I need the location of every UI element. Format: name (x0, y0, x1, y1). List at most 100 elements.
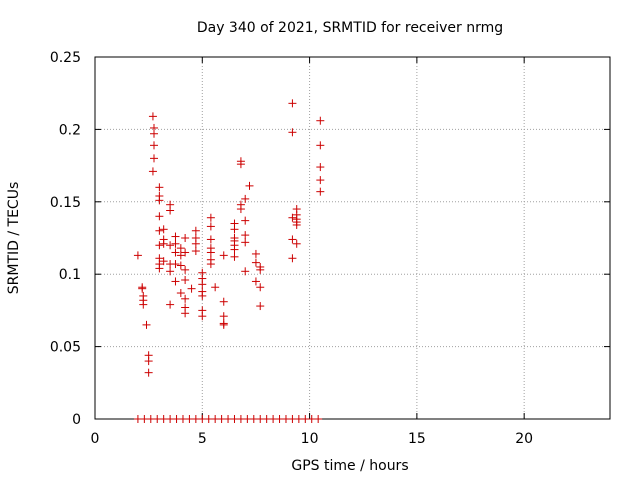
data-point (316, 176, 325, 185)
axis-ticks (94, 56, 610, 420)
data-point (241, 231, 250, 240)
data-point (187, 284, 196, 293)
x-tick-label: 20 (515, 431, 533, 447)
data-point (181, 275, 190, 284)
x-tick-label: 5 (198, 431, 207, 447)
data-point (236, 160, 245, 169)
data-point (292, 239, 301, 248)
data-point (288, 254, 297, 263)
plot-frame (94, 56, 611, 420)
data-point (288, 235, 297, 244)
data-point (288, 213, 297, 222)
y-tick-label: 0.15 (50, 195, 81, 211)
data-point (171, 260, 180, 269)
y-tick-label: 0.1 (59, 267, 81, 283)
data-point (181, 294, 190, 303)
data-point (206, 235, 215, 244)
data-point (181, 248, 190, 257)
data-point (133, 251, 142, 260)
data-point (155, 226, 164, 235)
data-point (171, 277, 180, 286)
grid-lines (95, 57, 610, 419)
data-point (241, 267, 250, 276)
data-point (219, 251, 228, 260)
data-point (316, 187, 325, 196)
x-axis-label: GPS time / hours (291, 458, 408, 474)
data-point (171, 248, 180, 257)
data-point (241, 194, 250, 203)
data-point (314, 415, 323, 423)
data-point (159, 257, 168, 266)
data-point (148, 112, 157, 121)
data-point (316, 116, 325, 125)
data-point (219, 320, 228, 329)
y-tick-labels: 0 0.05 0.1 0.15 0.2 0.25 (50, 50, 81, 428)
data-point (191, 226, 200, 235)
data-point (171, 239, 180, 248)
y-tick-label: 0 (72, 412, 81, 428)
data-point (155, 196, 164, 205)
data-point (251, 258, 260, 267)
data-point (230, 225, 239, 234)
data-point (159, 225, 168, 234)
data-point (159, 239, 168, 248)
x-tick-label: 15 (408, 431, 426, 447)
data-point (251, 277, 260, 286)
data-point (211, 283, 220, 292)
data-point (155, 241, 164, 250)
data-point (144, 357, 153, 366)
data-point (230, 252, 239, 261)
data-point (166, 267, 175, 276)
data-point (191, 239, 200, 248)
data-point (176, 261, 185, 270)
data-points (133, 99, 325, 423)
data-point (256, 283, 265, 292)
data-point (206, 248, 215, 257)
data-point (245, 181, 254, 190)
data-point (176, 244, 185, 253)
data-point (198, 312, 207, 321)
data-point (166, 206, 175, 215)
data-point (241, 216, 250, 225)
data-point (241, 238, 250, 247)
data-point (198, 291, 207, 300)
data-point (148, 167, 157, 176)
chart-title: Day 340 of 2021, SRMTID for receiver nrm… (197, 20, 503, 36)
data-point (236, 205, 245, 214)
data-point (155, 212, 164, 221)
y-tick-label: 0.2 (59, 122, 81, 138)
data-point (288, 99, 297, 108)
y-axis-label: SRMTID / TECUs (6, 182, 22, 295)
data-point (176, 251, 185, 260)
x-tick-label: 10 (301, 431, 319, 447)
data-point (316, 163, 325, 172)
data-point (288, 128, 297, 137)
data-point (176, 289, 185, 298)
data-point (166, 241, 175, 250)
data-point (206, 213, 215, 222)
data-point (144, 368, 153, 377)
data-point (142, 320, 151, 329)
data-point (292, 220, 301, 229)
y-tick-label: 0.05 (50, 340, 81, 356)
data-point (181, 265, 190, 274)
data-point (219, 297, 228, 306)
data-point (155, 264, 164, 273)
data-point (198, 280, 207, 289)
x-tick-label: 0 (91, 431, 100, 447)
data-point (166, 300, 175, 309)
x-tick-labels: 0 5 10 15 20 (91, 431, 534, 447)
data-point (150, 154, 159, 163)
data-point (181, 309, 190, 318)
data-point (150, 141, 159, 150)
data-point (181, 234, 190, 242)
data-point (206, 222, 215, 231)
data-point (251, 249, 260, 258)
data-point (150, 129, 159, 138)
data-point (138, 284, 147, 293)
data-point (139, 300, 148, 309)
data-point (206, 260, 215, 269)
data-point (316, 141, 325, 150)
data-point (256, 302, 265, 311)
